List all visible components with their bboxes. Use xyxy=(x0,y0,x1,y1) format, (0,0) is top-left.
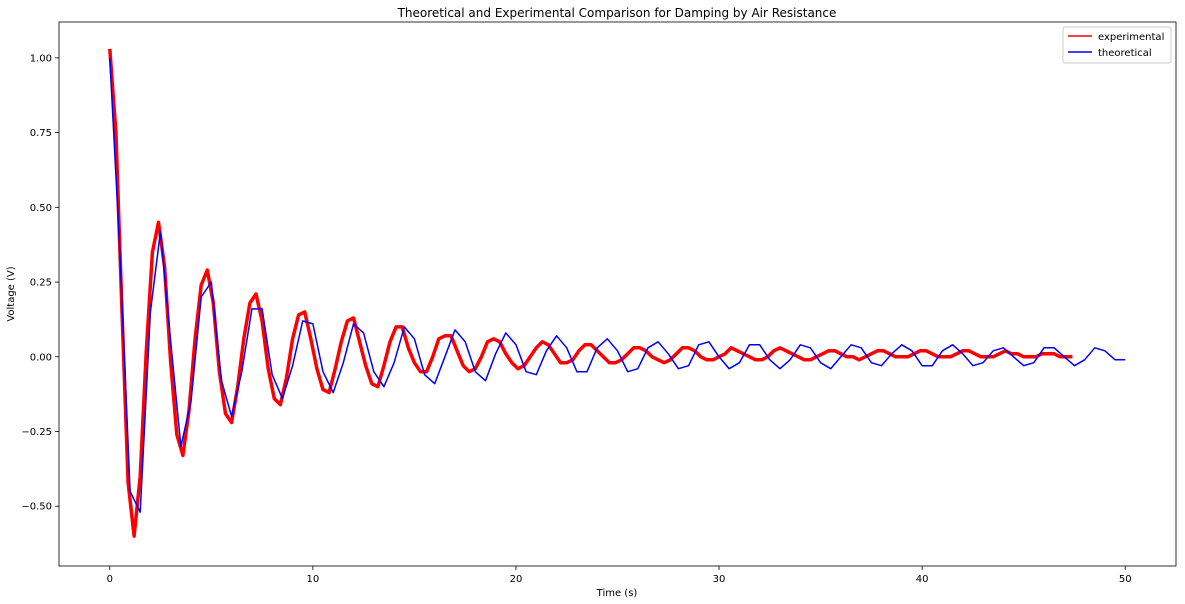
y-tick-label: 0.75 xyxy=(30,128,52,139)
plot-frame xyxy=(58,21,1177,567)
legend-label-theoretical: theoretical xyxy=(1098,48,1152,59)
series-line-experimental xyxy=(108,48,1073,538)
y-axis-ticks: −0.50 −0.25 0.00 0.25 0.50 0.75 1.00 xyxy=(21,53,59,513)
legend-label-experimental: experimental xyxy=(1098,32,1164,43)
chart-title: Theoretical and Experimental Comparison … xyxy=(397,6,837,20)
plot-area-background xyxy=(59,22,1176,566)
y-tick-label: −0.25 xyxy=(21,427,52,438)
series-line-theoretical xyxy=(109,57,1126,513)
x-tick-label: 40 xyxy=(916,574,929,585)
y-tick-label: 0.50 xyxy=(30,203,52,214)
x-tick-label: 0 xyxy=(107,574,113,585)
x-axis-label: Time (s) xyxy=(596,588,638,599)
y-tick-label: 1.00 xyxy=(30,53,52,64)
x-tick-label: 30 xyxy=(713,574,726,585)
series-layer xyxy=(108,48,1126,538)
x-tick-label: 10 xyxy=(306,574,319,585)
x-tick-label: 50 xyxy=(1119,574,1132,585)
y-tick-label: 0.25 xyxy=(30,278,52,289)
y-tick-label: 0.00 xyxy=(30,352,52,363)
y-tick-label: −0.50 xyxy=(21,502,52,513)
x-tick-label: 20 xyxy=(510,574,523,585)
legend: experimental theoretical xyxy=(1062,26,1172,64)
x-axis-ticks: 0 10 20 30 40 50 xyxy=(107,566,1132,585)
y-axis-label: Voltage (V) xyxy=(6,266,17,321)
